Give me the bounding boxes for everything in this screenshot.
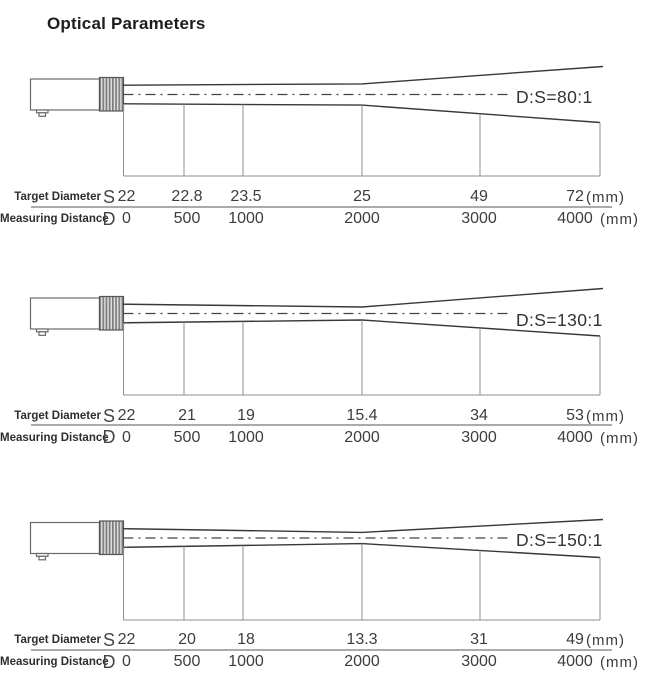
s-value: 15.4 [346, 407, 378, 424]
s-value: 21 [178, 407, 196, 424]
d-value: 2000 [344, 428, 380, 446]
d-letter: D [102, 208, 116, 229]
d-value: 2000 [344, 210, 380, 227]
s-value: 25 [353, 188, 371, 205]
d-value: 1000 [228, 653, 264, 670]
d-value: 500 [173, 428, 201, 446]
d-value: 500 [173, 653, 201, 670]
s-units: (mm) [586, 408, 625, 425]
s-value: 19 [237, 407, 255, 424]
d-units: (mm) [600, 211, 639, 228]
d-value: 0 [122, 428, 131, 446]
sensor-device-icon [29, 520, 125, 561]
diagram-3 [29, 518, 604, 621]
s-letter: S [102, 629, 115, 650]
s-value: 34 [470, 407, 488, 424]
s-value: 53 [566, 407, 584, 424]
s-value: 22 [117, 407, 136, 424]
d-value: 0 [122, 653, 131, 670]
s-value: 23.5 [230, 188, 262, 205]
d-units: (mm) [600, 429, 639, 447]
s-value: 31 [470, 631, 488, 648]
ratio-label-80-1: D:S=80:1 [516, 87, 593, 107]
d-letter: D [102, 427, 116, 447]
s-value: 22.8 [171, 188, 203, 205]
d-value: 0 [122, 210, 131, 227]
d-value: 4000 [557, 210, 593, 227]
s-value: 18 [237, 631, 255, 648]
s-units: (mm) [586, 189, 625, 206]
d-value: 3000 [461, 653, 497, 670]
d-value: 1000 [228, 428, 264, 446]
s-letter: S [102, 405, 115, 426]
ratio-label-130-1: D:S=130:1 [516, 309, 603, 330]
s-value: 72 [566, 188, 584, 205]
sensor-device-icon [29, 76, 125, 117]
device-body [29, 521, 101, 555]
measuring-distance-label: Measuring Distance [0, 431, 109, 444]
diagram-2 [29, 287, 604, 396]
device-lens [98, 76, 125, 112]
d-value: 2000 [344, 653, 380, 670]
device-lens [98, 520, 125, 556]
device-foot-stem [38, 112, 47, 117]
device-foot-stem [38, 555, 47, 561]
d-value: 4000 [557, 653, 593, 670]
device-body [29, 78, 101, 111]
distance-grid-lines [123, 103, 601, 177]
ratio-label-150-1: D:S=150:1 [516, 529, 603, 550]
s-value: 49 [470, 188, 488, 205]
device-lens [98, 295, 125, 331]
diagram-1 [29, 65, 604, 177]
s-value: 49 [566, 631, 584, 648]
table-divider [31, 205, 612, 208]
d-letter: D [102, 651, 116, 672]
beam-top-line [122, 65, 604, 86]
sensor-device-icon [29, 295, 125, 336]
distance-grid-lines [123, 320, 601, 396]
s-value: 22 [117, 188, 136, 205]
d-value: 4000 [557, 428, 593, 446]
s-letter: S [102, 186, 115, 207]
table-divider [31, 424, 612, 426]
beam-top-line [122, 518, 604, 534]
s-units: (mm) [586, 632, 625, 649]
s-value: 22 [117, 631, 136, 648]
s-value: 20 [178, 631, 196, 648]
beam-top-line [122, 287, 604, 308]
d-value: 3000 [461, 210, 497, 227]
d-value: 500 [173, 210, 201, 227]
d-value: 3000 [461, 428, 497, 446]
s-value: 13.3 [346, 631, 378, 648]
d-units: (mm) [600, 654, 639, 671]
table-divider [31, 648, 612, 651]
device-body [29, 297, 101, 330]
d-value: 1000 [228, 210, 264, 227]
distance-grid-lines [123, 543, 601, 621]
target-diameter-label: Target Diameter [14, 410, 101, 422]
device-foot-stem [38, 331, 47, 336]
measuring-distance-label: Measuring Distance [0, 656, 109, 668]
target-diameter-label: Target Diameter [14, 634, 101, 646]
measuring-distance-label: Measuring Distance [0, 213, 109, 225]
page-title: Optical Parameters [47, 14, 206, 33]
target-diameter-label: Target Diameter [14, 191, 101, 203]
